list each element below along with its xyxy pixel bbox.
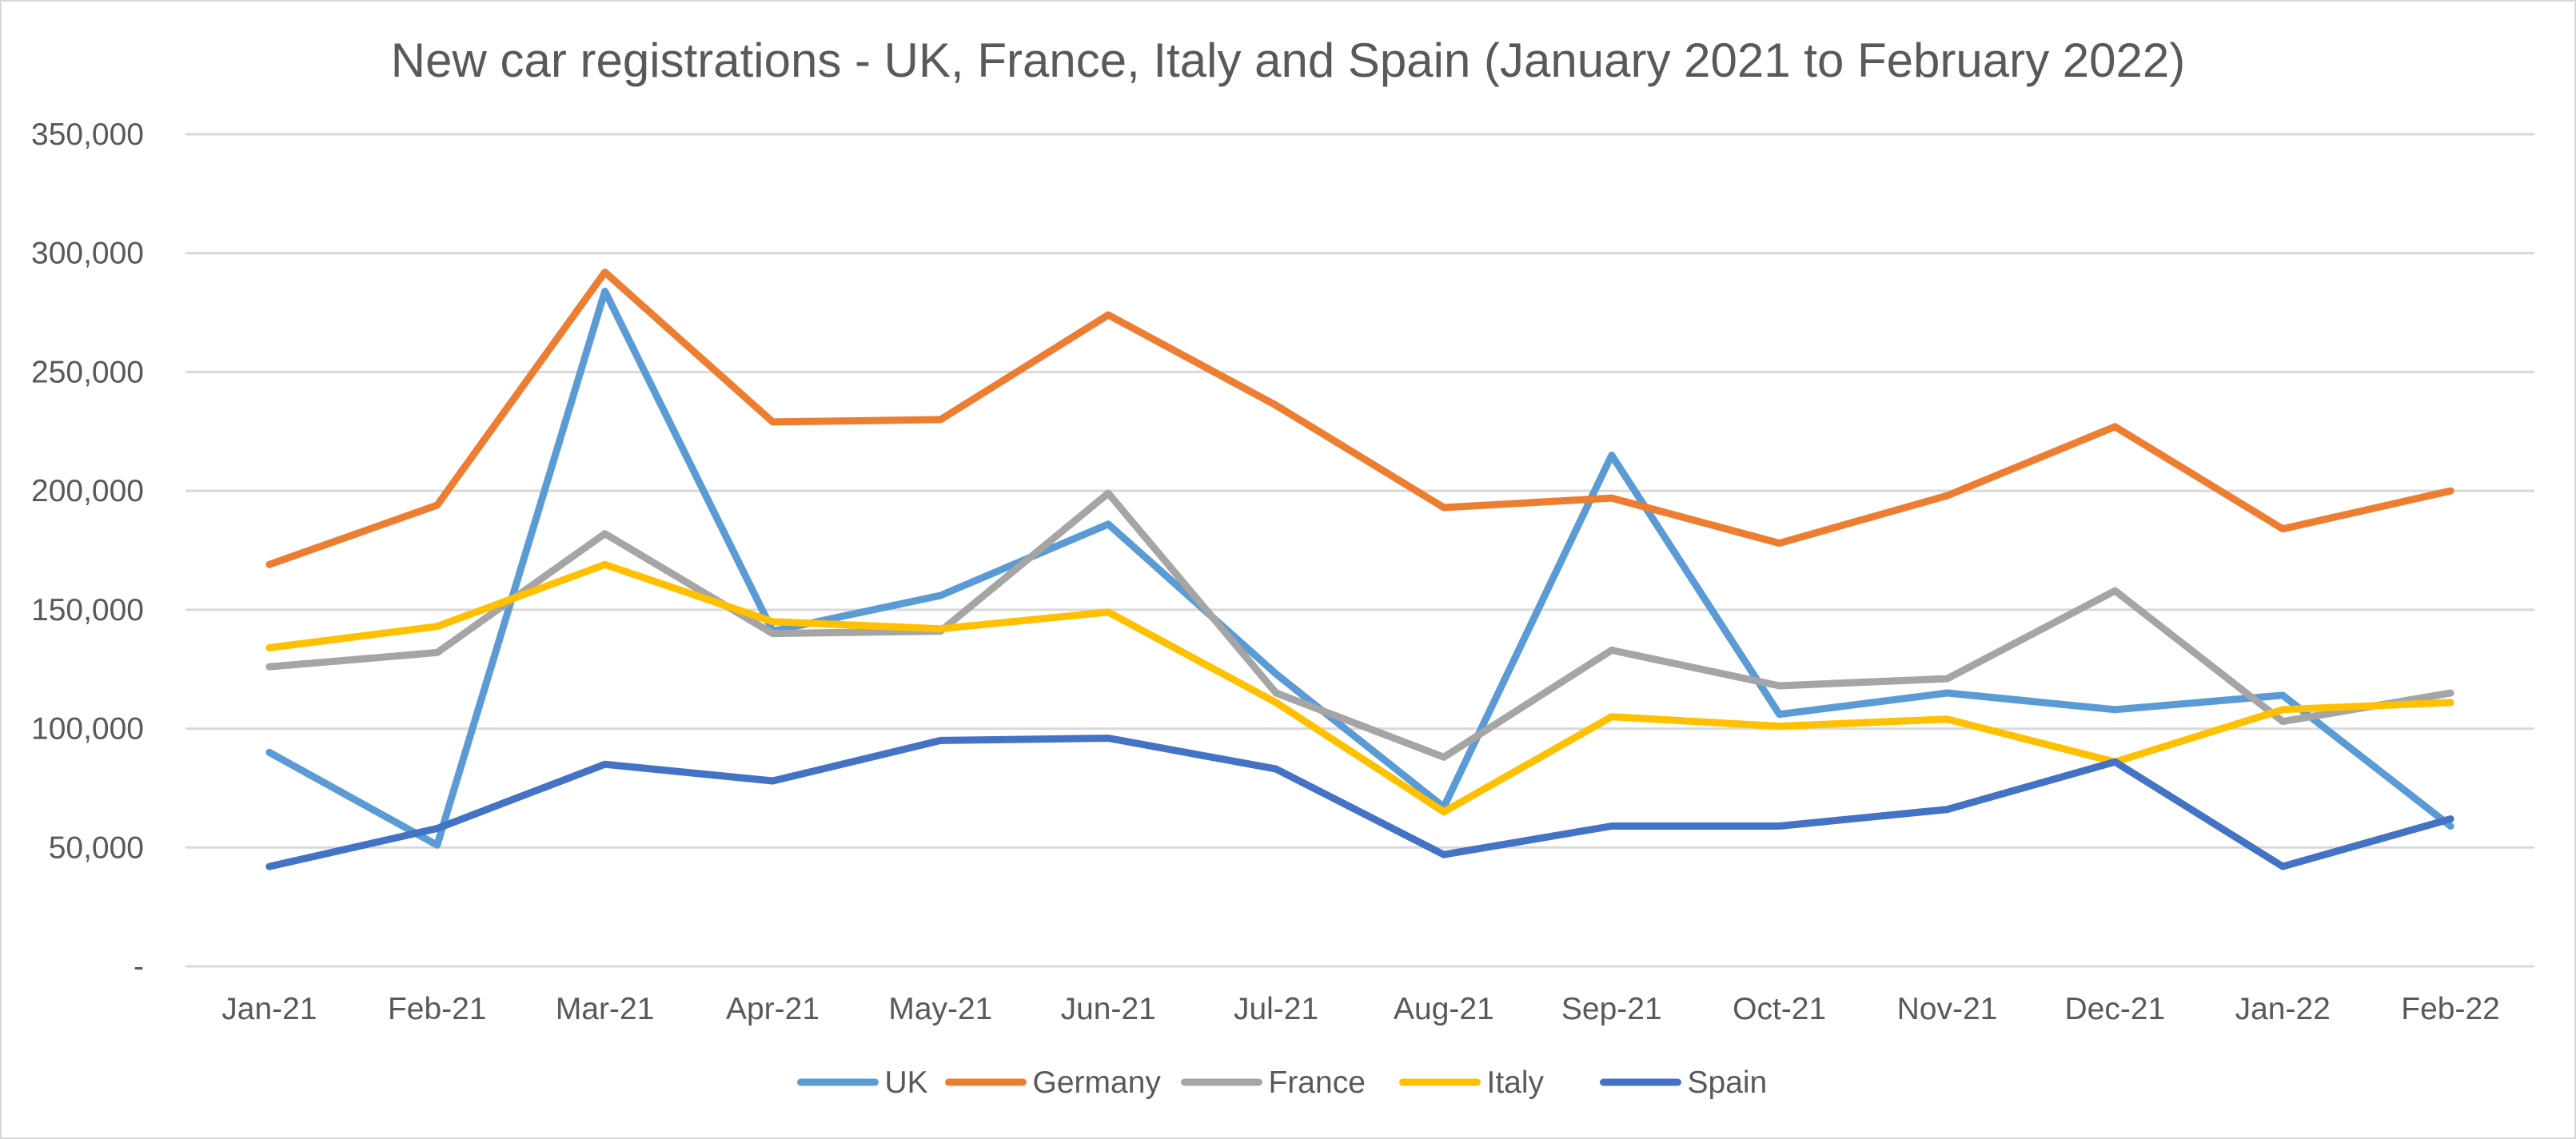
- y-tick-label: 50,000: [49, 830, 144, 865]
- x-tick-label: Apr-21: [726, 992, 819, 1026]
- legend-label: Italy: [1487, 1065, 1545, 1100]
- legend-item-uk: UK: [797, 1065, 928, 1100]
- legend-item-spain: Spain: [1600, 1065, 1768, 1100]
- data-point: [604, 763, 606, 765]
- data-point: [1107, 492, 1109, 494]
- x-tick-label: Jul-21: [1234, 992, 1318, 1026]
- data-point: [1107, 314, 1109, 316]
- data-point: [604, 533, 606, 535]
- legend-item-france: France: [1181, 1065, 1366, 1100]
- data-point: [939, 739, 941, 741]
- series-line: [265, 560, 2454, 816]
- x-tick-label: Sep-21: [1561, 992, 1662, 1026]
- x-tick-label: Feb-21: [388, 992, 487, 1026]
- x-tick-label: Oct-21: [1733, 992, 1826, 1026]
- data-point: [939, 419, 941, 420]
- data-point: [2450, 692, 2451, 694]
- data-point: [772, 421, 773, 423]
- series-spain: [265, 735, 2454, 870]
- data-point: [1275, 768, 1277, 770]
- x-tick-label: Aug-21: [1394, 992, 1494, 1026]
- y-tick-label: 200,000: [31, 474, 144, 508]
- data-point: [1779, 726, 1780, 727]
- data-point: [1611, 649, 1613, 651]
- series-uk: [265, 287, 2454, 849]
- data-point: [1947, 692, 1948, 694]
- data-point: [604, 564, 606, 565]
- x-tick-label: Feb-22: [2401, 992, 2500, 1026]
- data-point: [1275, 692, 1277, 694]
- data-point: [1779, 685, 1780, 687]
- data-point: [604, 272, 606, 273]
- series-line: [265, 269, 2454, 568]
- x-tick-label: Nov-21: [1897, 992, 1998, 1026]
- y-tick-label: -: [134, 950, 144, 984]
- chart-title: New car registrations - UK, France, Ital…: [391, 34, 2185, 87]
- data-point: [1443, 806, 1445, 808]
- data-point: [939, 628, 941, 630]
- y-tick-label: 300,000: [31, 237, 144, 271]
- series-line: [265, 735, 2454, 870]
- x-tick-label: Jan-22: [2235, 992, 2331, 1026]
- legend-item-italy: Italy: [1399, 1065, 1545, 1100]
- legend-label: UK: [885, 1065, 928, 1100]
- series-line: [265, 489, 2454, 761]
- legend-label: Spain: [1688, 1065, 1768, 1100]
- data-point: [2450, 818, 2451, 820]
- data-point: [2450, 702, 2451, 703]
- x-tick-label: Jan-21: [221, 992, 317, 1026]
- y-tick-label: 350,000: [31, 117, 144, 152]
- legend-label: Germany: [1033, 1065, 1162, 1100]
- series-france: [265, 489, 2454, 761]
- x-axis-ticks: Jan-21 Feb-21 Mar-21 Apr-21 May-21 Jun-21 Jul-…: [221, 992, 2500, 1026]
- series-line: [265, 287, 2454, 849]
- data-point: [1443, 854, 1445, 855]
- data-point: [1107, 611, 1109, 613]
- x-tick-label: May-21: [888, 992, 992, 1026]
- data-point: [1611, 497, 1613, 499]
- legend-item-germany: Germany: [945, 1065, 1162, 1100]
- y-axis-ticks: - 50,000 100,000 150,000 200,000 250,000 300,0…: [31, 117, 144, 984]
- data-point: [1275, 404, 1277, 406]
- data-point: [772, 621, 773, 623]
- data-point: [772, 633, 773, 635]
- series-lines: [265, 269, 2454, 870]
- x-tick-label: Mar-21: [556, 992, 655, 1026]
- data-point: [1443, 507, 1445, 508]
- data-point: [1107, 737, 1109, 739]
- y-tick-label: 250,000: [31, 355, 144, 389]
- data-point: [1779, 543, 1780, 544]
- y-tick-label: 150,000: [31, 593, 144, 627]
- y-tick-label: 100,000: [31, 712, 144, 747]
- data-point: [1611, 716, 1613, 718]
- data-point: [1611, 455, 1613, 456]
- data-point: [1275, 673, 1277, 675]
- data-point: [1275, 702, 1277, 703]
- data-point: [1947, 809, 1948, 810]
- data-point: [939, 595, 941, 596]
- gridlines: [185, 133, 2534, 968]
- x-tick-label: Dec-21: [2064, 992, 2165, 1026]
- data-point: [2450, 490, 2451, 492]
- data-point: [1443, 756, 1445, 758]
- data-point: [772, 780, 773, 782]
- series-germany: [265, 269, 2454, 568]
- legend-label: France: [1269, 1065, 1366, 1100]
- legend: UK Germany France Italy Spain: [797, 1065, 1768, 1100]
- data-point: [1443, 811, 1445, 813]
- data-point: [604, 290, 606, 292]
- x-tick-label: Jun-21: [1061, 992, 1156, 1026]
- data-point: [1779, 714, 1780, 715]
